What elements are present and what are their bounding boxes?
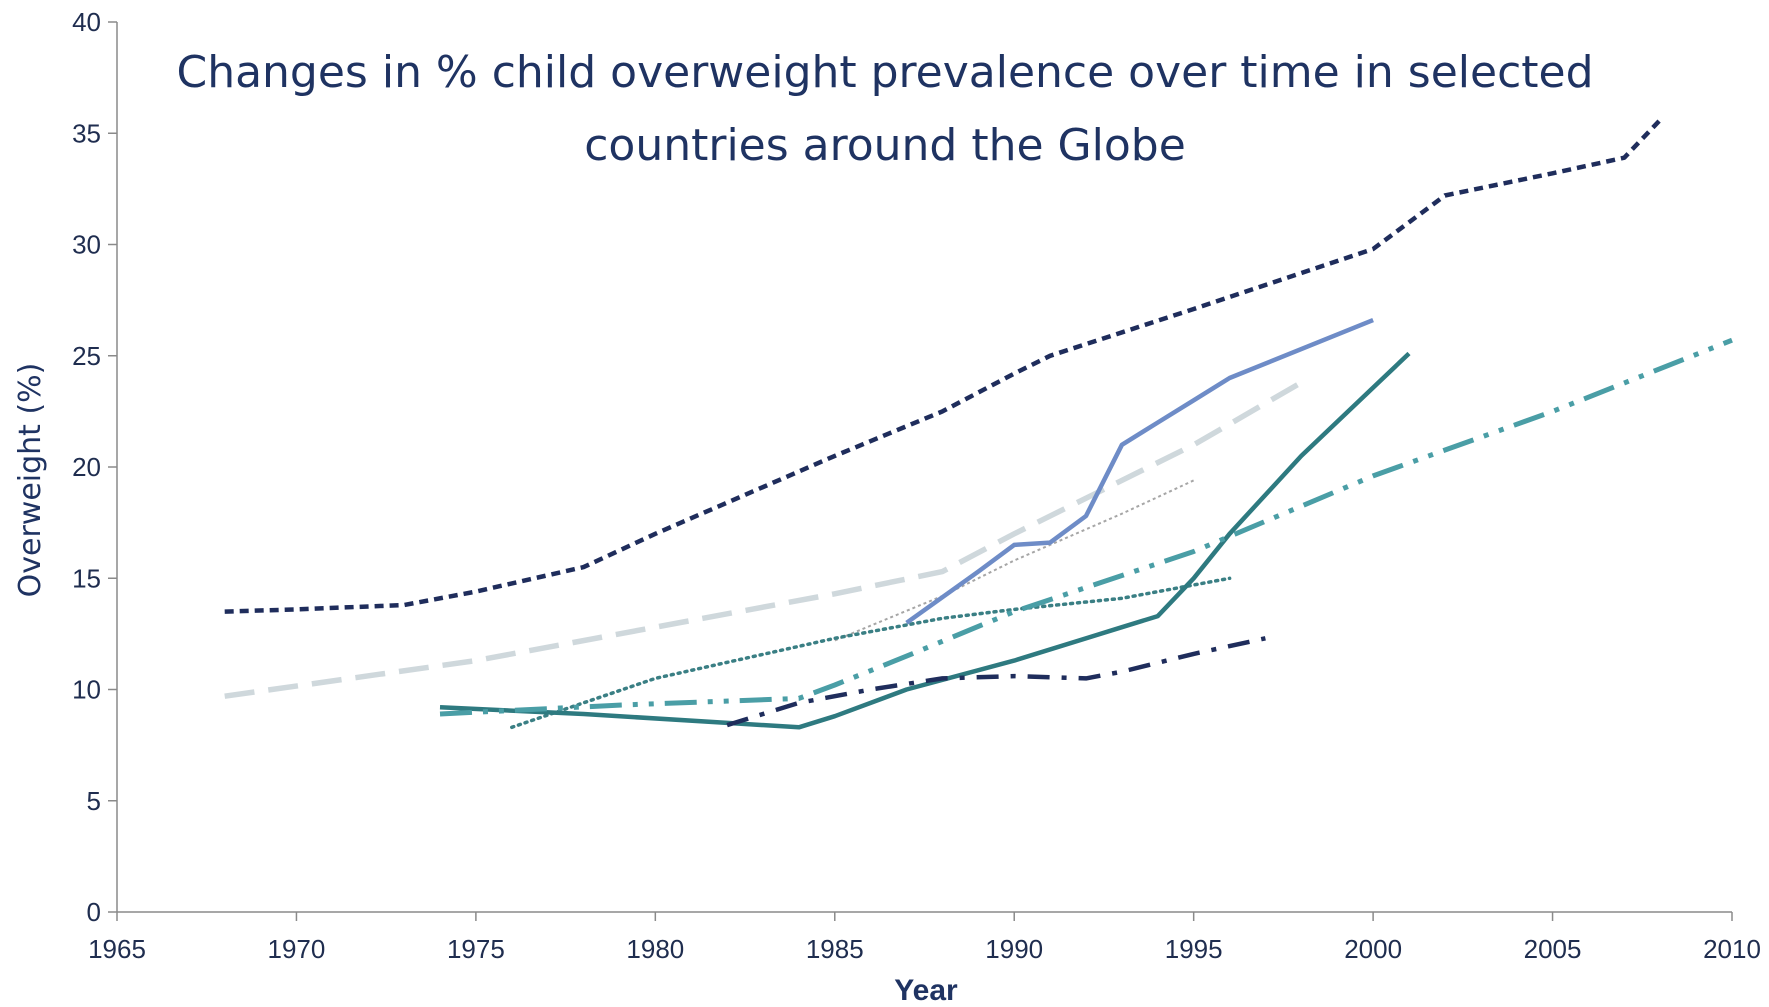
axes: 0 5 10 15 20 25 30 35 40 1965 1970 1975 1980 1985 1990… [72,7,1761,964]
series-line-7 [439,337,1733,717]
y-tick-label: 5 [87,786,101,816]
y-tick-label: 10 [72,675,101,705]
series-line-1 [224,118,1662,614]
y-axis-label: Overweight (%) [13,363,48,598]
x-tick-label: 1970 [268,934,326,964]
series-line-5 [905,318,1374,625]
x-tick-label: 1965 [88,934,146,964]
y-tick-label: 30 [72,230,101,260]
series-line-3 [834,479,1195,642]
series-line-4 [510,576,1232,730]
x-tick-label: 1975 [447,934,505,964]
y-tick-label: 25 [72,341,101,371]
y-tick-label: 35 [72,118,101,148]
x-tick-label: 1990 [985,934,1043,964]
y-tick-label: 0 [87,897,101,927]
chart-title-line-2: countries around the Globe [584,120,1186,171]
series-line-2 [224,380,1303,699]
x-tick-label: 1980 [626,934,684,964]
x-tick-label: 2005 [1524,934,1582,964]
x-tick-label: 2010 [1703,934,1761,964]
series-line-8 [726,636,1266,728]
x-tick-label: 1985 [806,934,864,964]
series-line-6 [439,351,1411,730]
x-tick-label: 2000 [1344,934,1402,964]
chart-title-line-1: Changes in % child overweight prevalence… [176,47,1593,98]
series-layer [224,118,1733,730]
y-tick-label: 40 [72,7,101,37]
y-tick-label: 15 [72,563,101,593]
x-tick-label: 1995 [1165,934,1223,964]
x-axis-label: Year [894,974,958,1007]
y-tick-label: 20 [72,452,101,482]
